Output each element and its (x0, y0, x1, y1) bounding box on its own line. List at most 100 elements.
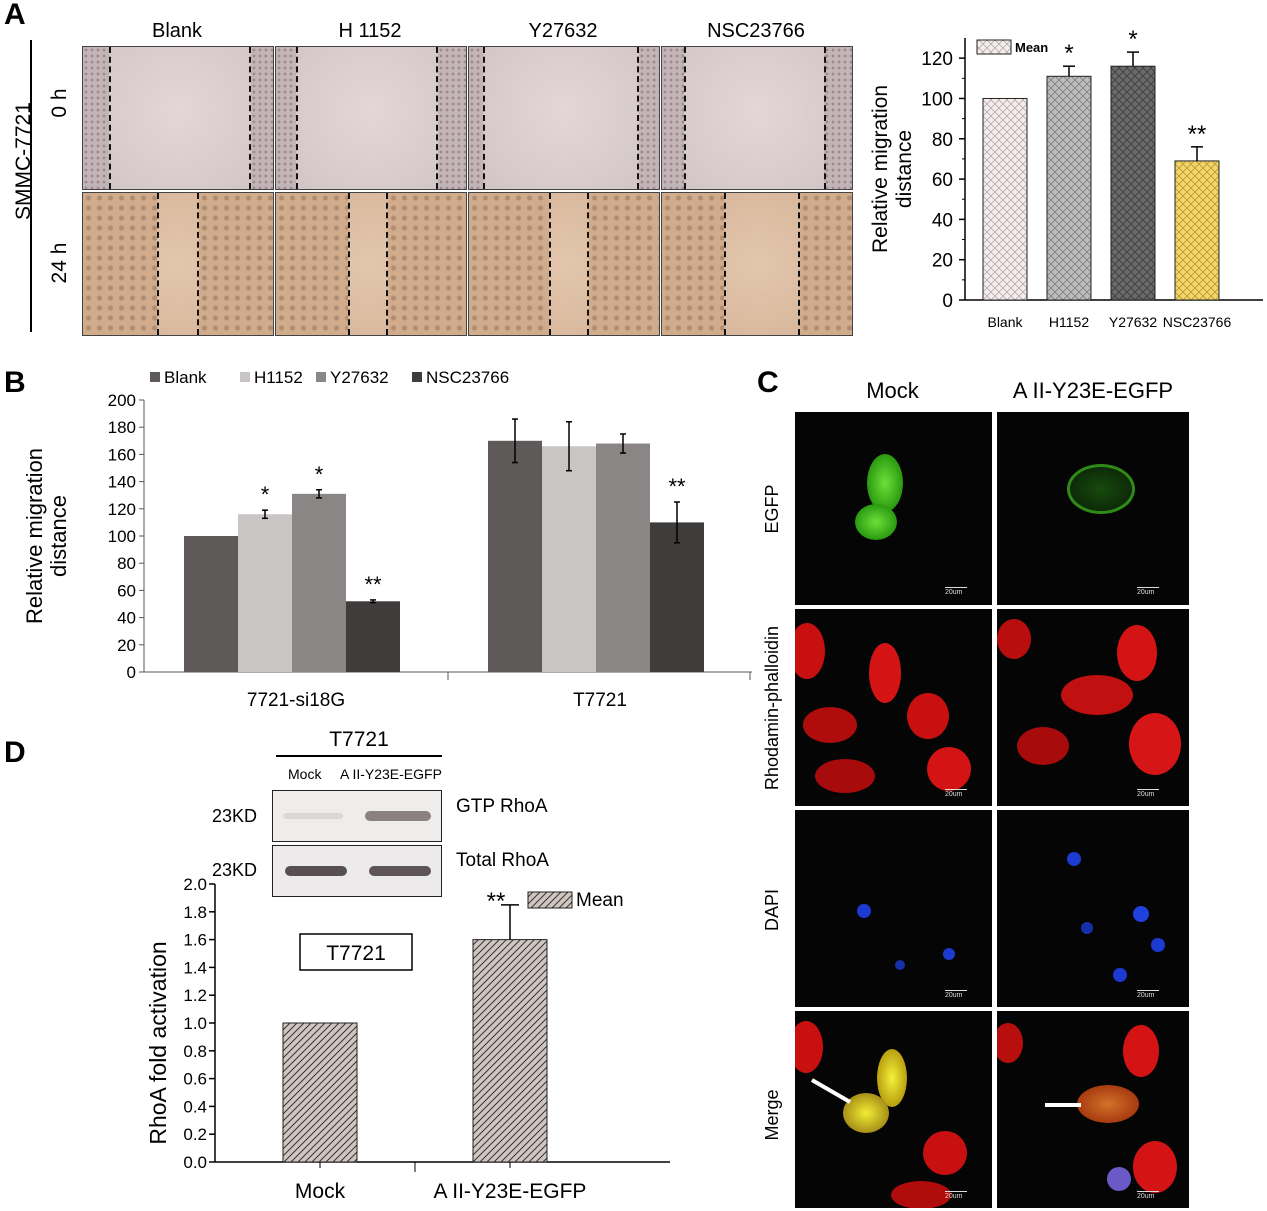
y-axis-title-2: distance (893, 130, 916, 208)
fluo-mock-merge: 20um (795, 1011, 992, 1208)
x-tick-label: Blank (987, 314, 1023, 330)
annotation-text: T7721 (326, 942, 386, 965)
bar-Y27632 (1110, 65, 1156, 301)
bar-Y27632-7721-si18G (292, 493, 346, 672)
panel-label-b: B (4, 366, 26, 399)
y-tick-label: 140 (108, 473, 136, 492)
significance-marker: * (315, 462, 324, 487)
significance-marker: * (261, 482, 270, 507)
y-tick-label: 0.2 (183, 1125, 207, 1144)
y-axis-title-2: distance (46, 495, 71, 577)
scale-bar: 20um (945, 990, 967, 999)
chart-d: 0.0 0.2 0.4 0.6 0.8 1.0 1.2 1.4 1.6 1.8 2.0 RhoA fo… (145, 875, 670, 1203)
bar-Blank-T7721 (488, 440, 542, 672)
y-tick-label: 200 (108, 391, 136, 410)
y-axis-title: RhoA fold activation (145, 941, 171, 1144)
legend-label: Mean (576, 890, 624, 911)
y-tick-label: 0 (942, 291, 953, 312)
y-tick-label: 0.4 (183, 1097, 207, 1116)
y-tick-label: 60 (117, 581, 136, 600)
y-tick-label: 1.0 (183, 1014, 207, 1033)
fluo-aii-rhod: 20um (997, 609, 1189, 806)
bar-Mock (282, 1022, 358, 1163)
fluo-mock-dapi: 20um (795, 810, 992, 1007)
row-label-merge: Merge (762, 1089, 782, 1141)
time-label-0h: 0 h (48, 88, 71, 118)
y-tick-label: 120 (108, 500, 136, 519)
band-size-total: 23KD (212, 860, 258, 880)
blot-title: T7721 (329, 728, 389, 751)
legend-label: Y27632 (330, 368, 389, 387)
lane-label-aii: A II-Y23E-EGFP (340, 766, 442, 782)
micrograph-y27632-24h (468, 192, 660, 336)
panel-label-c: C (757, 366, 779, 399)
y-tick-label: 0.8 (183, 1042, 207, 1061)
col-label-blank: Blank (151, 20, 203, 42)
scale-bar: 20um (1137, 789, 1159, 798)
micrograph-h1152-0h (275, 46, 467, 190)
cell-line-divider (30, 40, 32, 332)
row-label-rhodamin: Rhodamin-phalloidin (762, 625, 782, 791)
blot-title-line (276, 755, 442, 757)
scale-bar: 20um (945, 1191, 967, 1200)
legend-swatch (150, 372, 160, 382)
chart-a: 0 20 40 60 80 100 120 Relative migration distanc… (869, 28, 1263, 330)
significance-marker: ** (364, 572, 382, 597)
blot-gtp-rhoa (272, 790, 442, 842)
col-label-mock-c: Mock (866, 378, 919, 403)
y-tick-label: 80 (117, 554, 136, 573)
scale-bar: 20um (945, 587, 967, 596)
micrograph-nsc23766-0h (661, 46, 853, 190)
col-label-h1152: H 1152 (338, 20, 402, 42)
significance-marker: ** (487, 888, 506, 915)
significance-marker: * (1064, 40, 1073, 67)
panel-label-d: D (4, 736, 26, 769)
x-tick-label: NSC23766 (1163, 314, 1232, 330)
y-tick-label: 80 (932, 130, 953, 151)
cell-line-label: SMMC-7721 (12, 102, 35, 220)
fluo-mock-egfp: 20um (795, 412, 992, 605)
y-tick-label: 0.6 (183, 1070, 207, 1089)
y-tick-label: 20 (932, 251, 953, 272)
bar-A II-Y23E-EGFP (472, 939, 548, 1163)
micrograph-nsc23766-24h (661, 192, 853, 336)
significance-marker: * (1128, 28, 1137, 53)
legend-swatch (316, 372, 326, 382)
y-tick-label: 100 (108, 527, 136, 546)
y-tick-label: 40 (117, 609, 136, 628)
y-tick-label: 60 (932, 170, 953, 191)
significance-marker: ** (668, 474, 686, 499)
x-tick-label: Mock (295, 1180, 346, 1203)
fluo-aii-egfp: 20um (997, 412, 1189, 605)
legend-swatch (527, 891, 573, 909)
row-label-dapi: DAPI (762, 889, 782, 932)
legend-swatch (240, 372, 250, 382)
y-tick-label: 1.6 (183, 931, 207, 950)
chart-b: 0 20 40 60 80 100 120 140 160 180 200 Relative migr… (22, 368, 752, 711)
micrograph-y27632-0h (468, 46, 660, 190)
bar-Blank-7721-si18G (184, 536, 238, 672)
legend-swatch (412, 372, 422, 382)
arrow-icon (810, 1078, 852, 1104)
band-size-gtp: 23KD (212, 806, 258, 826)
legend-label: H1152 (254, 368, 303, 387)
x-tick-label: Y27632 (1109, 314, 1157, 330)
legend-label: Mean (1015, 40, 1048, 55)
scale-bar: 20um (1137, 1191, 1159, 1200)
y-tick-label: 20 (117, 636, 136, 655)
legend-swatch (976, 39, 1012, 55)
band-label-gtp: GTP RhoA (456, 796, 548, 817)
time-label-24h: 24 h (48, 242, 71, 284)
y-tick-label: 1.8 (183, 903, 207, 922)
fluo-aii-dapi: 20um (997, 810, 1189, 1007)
y-tick-label: 2.0 (183, 875, 207, 894)
annotation-box (299, 933, 413, 971)
x-tick-label: T7721 (573, 690, 627, 711)
y-axis-title: Relative migration (22, 448, 47, 624)
bar-NSC23766-T7721 (650, 522, 704, 672)
panel-label-a: A (4, 0, 26, 31)
bar-Y27632-T7721 (596, 443, 650, 672)
significance-marker: ** (1188, 121, 1207, 148)
micrograph-h1152-24h (275, 192, 467, 336)
y-tick-label: 0.0 (183, 1153, 207, 1172)
